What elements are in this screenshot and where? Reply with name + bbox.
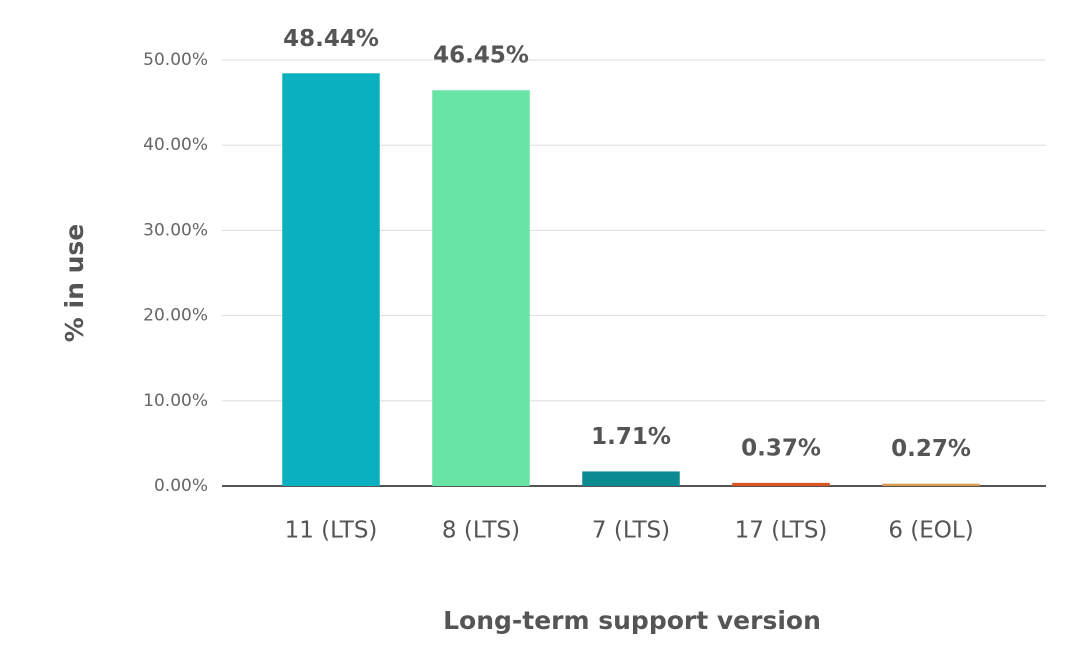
x-tick-label: 7 (LTS)	[592, 518, 670, 544]
y-axis-title: % in use	[60, 224, 89, 342]
value-label: 48.44%	[283, 26, 379, 52]
y-tick-label: 10.00%	[143, 391, 208, 411]
y-tick-label: 30.00%	[143, 220, 208, 240]
value-label: 0.37%	[741, 435, 821, 461]
value-label: 46.45%	[433, 43, 529, 69]
y-tick-label: 0.00%	[154, 476, 208, 496]
value-label: 1.71%	[591, 424, 671, 450]
bar	[882, 483, 980, 486]
x-tick-label: 11 (LTS)	[285, 518, 378, 544]
y-tick-label: 50.00%	[143, 50, 208, 70]
bar	[732, 482, 830, 486]
bar	[432, 90, 530, 486]
x-tick-label: 17 (LTS)	[735, 518, 828, 544]
x-axis-title: Long-term support version	[443, 606, 821, 635]
y-tick-label: 20.00%	[143, 306, 208, 326]
x-tick-label: 6 (EOL)	[888, 518, 973, 544]
bar	[582, 471, 680, 486]
y-tick-label: 40.00%	[143, 135, 208, 155]
value-label: 0.27%	[891, 436, 971, 462]
bar	[282, 73, 380, 486]
x-tick-label: 8 (LTS)	[442, 518, 520, 544]
